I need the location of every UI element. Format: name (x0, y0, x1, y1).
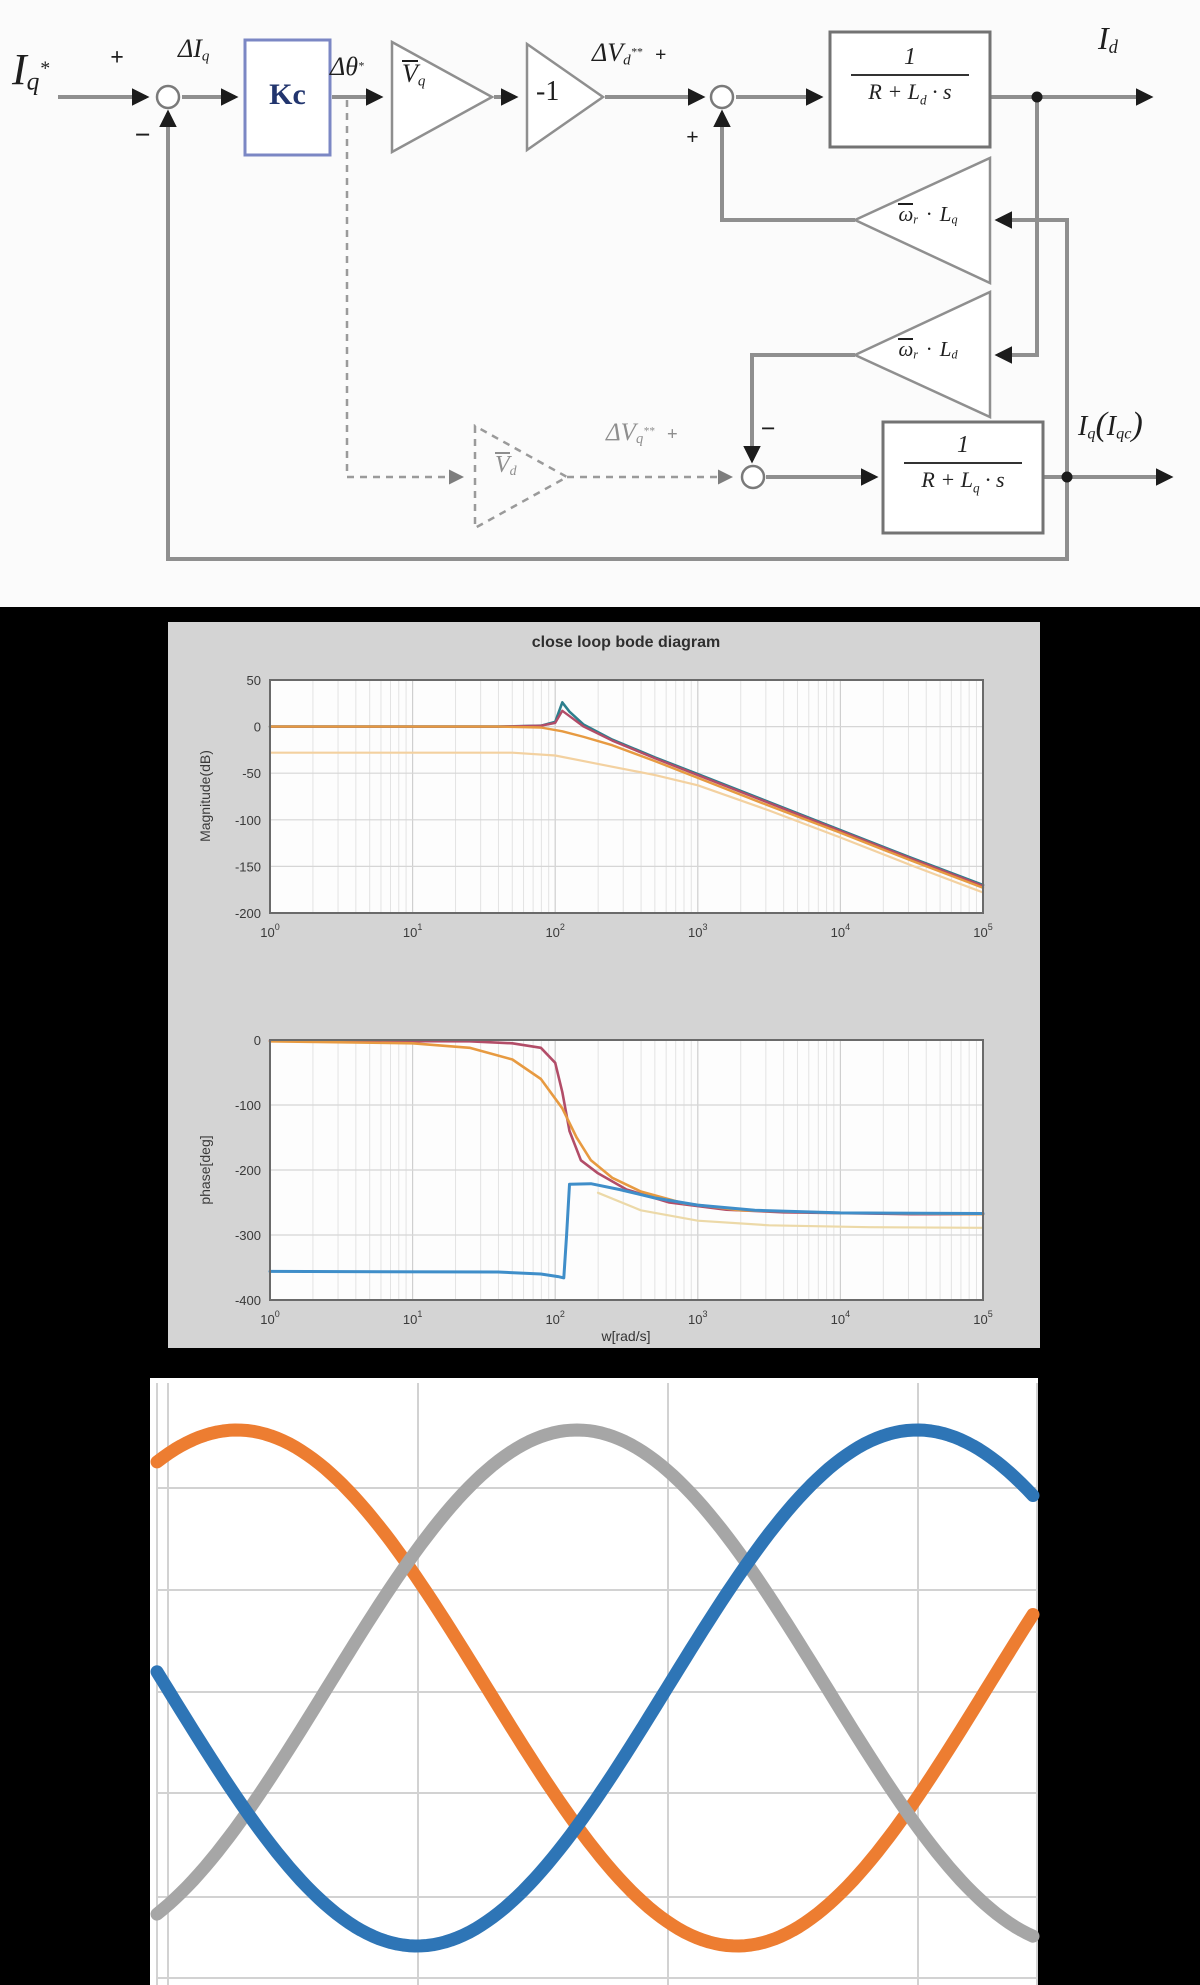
label-plant-q: 1 R + Lq · s (893, 432, 1033, 496)
x-tick-label: 103 (688, 922, 707, 940)
bode-xlabel: w[rad/s] (601, 1328, 651, 1344)
label-delta-vq: ΔVq** + (606, 419, 678, 448)
y-tick-label: -100 (235, 813, 261, 828)
label-minus-qaxis: − (760, 414, 776, 443)
curve-mag-orange (268, 725, 985, 889)
y-tick-label: 0 (254, 1033, 261, 1048)
y-tick-label: -50 (242, 766, 261, 781)
y-tick-label: -100 (235, 1098, 261, 1113)
x-tick-label: 104 (831, 1309, 850, 1327)
label-minus-feedback: − (134, 120, 151, 151)
kc-block (243, 38, 332, 157)
x-tick-label: 103 (688, 1309, 707, 1327)
plant-d-block (828, 30, 992, 149)
label-delta-vd: ΔVd** + (592, 38, 667, 69)
bode-phase-ylabel: phase[deg] (197, 1135, 213, 1205)
x-tick-label: 102 (545, 1309, 564, 1327)
three-phase-chart (150, 1383, 1040, 1985)
node-iq (1061, 471, 1073, 483)
label-plant-d: 1 R + Ld · s (840, 44, 980, 108)
x-tick-label: 100 (260, 1309, 279, 1327)
curve-phase-c-blue (150, 1423, 1040, 1953)
x-tick-label: 105 (973, 1309, 992, 1327)
label-id-output: Id (1098, 20, 1118, 59)
y-tick-label: -150 (235, 859, 261, 874)
label-gain-wr-lq: ωr · Lq (898, 202, 958, 227)
plant-q-block (881, 420, 1045, 535)
curve-phase-faint (596, 1191, 985, 1229)
label-iq-output: Iq(Iqc) (1078, 406, 1143, 443)
gain-minus-one-triangle (525, 41, 606, 153)
signal-lines (58, 88, 1174, 561)
dashed-decoupling-path (345, 100, 733, 531)
x-tick-label: 101 (403, 922, 422, 940)
curve-mag-crimson (268, 709, 985, 888)
gain-wr-lq-triangle (852, 156, 992, 285)
y-tick-label: -300 (235, 1228, 261, 1243)
gain-vd-triangle (473, 423, 570, 531)
label-minus-one: -1 (536, 76, 560, 107)
y-tick-label: -200 (235, 906, 261, 921)
curve-phase-blue (268, 1182, 985, 1280)
sum-junction-input (155, 84, 181, 110)
label-delta-iq: ΔIq (178, 34, 210, 65)
gain-wr-ld-triangle (852, 290, 992, 419)
y-tick-label: -400 (235, 1293, 261, 1308)
x-tick-label: 100 (260, 922, 279, 940)
y-tick-label: -200 (235, 1163, 261, 1178)
label-kc: Kc (269, 78, 306, 111)
sum-junction-q-axis (740, 464, 766, 490)
label-gain-wr-ld: ωr · Ld (898, 337, 958, 362)
x-tick-label: 102 (545, 922, 564, 940)
node-id (1031, 91, 1043, 103)
label-gain-vq: Vq (402, 59, 426, 90)
label-plus-input: + (110, 45, 124, 71)
curve-phase-a-orange (150, 1423, 1040, 1953)
y-tick-label: 0 (254, 720, 261, 735)
curve-phase-b-gray (150, 1423, 1040, 1943)
label-iq-ref: Iq* (12, 45, 50, 96)
label-delta-theta: Δθ* (330, 52, 364, 81)
x-tick-label: 101 (403, 1309, 422, 1327)
label-plus-daxis: + (686, 124, 699, 149)
label-gain-vd: Vd (495, 452, 517, 480)
y-tick-label: 50 (247, 673, 261, 688)
curve-mag-faint (268, 751, 985, 894)
x-tick-label: 104 (831, 922, 850, 940)
sum-junction-d-axis (709, 84, 735, 110)
bode-mag-ylabel: Magnitude(dB) (197, 750, 213, 842)
gain-vq-triangle (390, 39, 495, 155)
x-tick-label: 105 (973, 922, 992, 940)
bode-title: close loop bode diagram (531, 634, 721, 651)
